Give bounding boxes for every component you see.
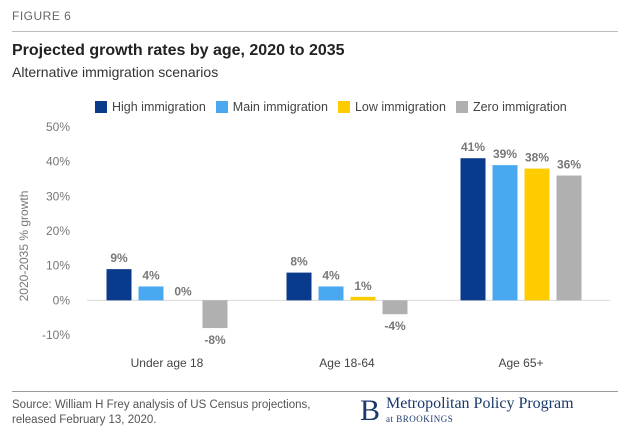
- legend-label-zero: Zero immigration: [472, 100, 567, 114]
- logo-org-line: at BROOKINGS: [386, 414, 574, 424]
- brookings-b-mark: B: [360, 394, 381, 427]
- legend-swatch-high: [95, 101, 107, 113]
- logo-program-name: Metropolitan Policy Program: [386, 395, 574, 412]
- legend: High immigration Main immigration Low im…: [95, 100, 577, 114]
- bar-zero: [556, 175, 582, 301]
- y-tick-label: 50%: [46, 120, 70, 134]
- data-label-high: 8%: [290, 255, 308, 269]
- bar-high: [106, 269, 132, 301]
- figure-label: FIGURE 6: [12, 9, 72, 23]
- bar-zero: [202, 300, 228, 329]
- logo-org: BROOKINGS: [396, 414, 454, 424]
- data-label-zero: -4%: [384, 319, 406, 333]
- legend-swatch-low: [337, 101, 350, 113]
- data-label-low: 38%: [525, 151, 549, 165]
- source-line-2: released February 13, 2020.: [12, 414, 157, 426]
- data-label-main: 4%: [322, 268, 340, 282]
- legend-label-main: Main immigration: [232, 100, 328, 114]
- bar-main: [492, 165, 518, 301]
- chart-subtitle: Alternative immigration scenarios: [12, 64, 219, 80]
- bar-zero: [382, 300, 408, 315]
- category-label: Under age 18: [131, 356, 204, 370]
- legend-item-zero: Zero immigration: [455, 100, 567, 114]
- y-tick-label: 40%: [46, 155, 70, 169]
- data-label-zero: -8%: [204, 333, 226, 347]
- legend-swatch-main: [215, 101, 228, 113]
- bar-low: [350, 296, 376, 301]
- brookings-logo: B Metropolitan Policy Program at BROOKIN…: [360, 394, 574, 428]
- category-label: Age 65+: [498, 356, 543, 370]
- legend-label-low: Low immigration: [354, 100, 446, 114]
- data-label-high: 9%: [110, 251, 128, 265]
- logo-text: Metropolitan Policy Program at BROOKINGS: [386, 394, 574, 424]
- y-tick-label: 10%: [46, 259, 70, 273]
- bar-main: [318, 286, 344, 301]
- data-label-low: 1%: [354, 279, 372, 293]
- logo-at: at: [386, 414, 394, 424]
- bottom-divider: [12, 391, 618, 392]
- source-note: Source: William H Frey analysis of US Ce…: [12, 398, 332, 428]
- category-label: Age 18-64: [319, 356, 375, 370]
- legend-item-main: Main immigration: [215, 100, 328, 114]
- y-tick-label: 20%: [46, 224, 70, 238]
- legend-item-low: Low immigration: [337, 100, 446, 114]
- top-divider: [12, 31, 618, 32]
- y-tick-label: 0%: [53, 293, 71, 307]
- legend-label-high: High immigration: [112, 100, 206, 114]
- source-line-1: Source: William H Frey analysis of US Ce…: [12, 399, 311, 411]
- legend-swatch-zero: [455, 101, 468, 113]
- data-label-main: 4%: [142, 268, 160, 282]
- data-label-zero: 36%: [557, 158, 581, 172]
- data-label-low: 0%: [174, 284, 192, 298]
- bar-main: [138, 286, 164, 301]
- y-axis-label: 2020-2035 % growth: [17, 191, 31, 302]
- legend-item-high: High immigration: [95, 100, 206, 114]
- bar-low: [524, 168, 550, 301]
- y-tick-label: -10%: [42, 328, 70, 342]
- data-label-main: 39%: [493, 147, 517, 161]
- bar-high: [460, 158, 486, 301]
- chart-title: Projected growth rates by age, 2020 to 2…: [12, 42, 345, 59]
- data-label-high: 41%: [461, 140, 485, 154]
- bar-high: [286, 272, 312, 301]
- y-tick-label: 30%: [46, 189, 70, 203]
